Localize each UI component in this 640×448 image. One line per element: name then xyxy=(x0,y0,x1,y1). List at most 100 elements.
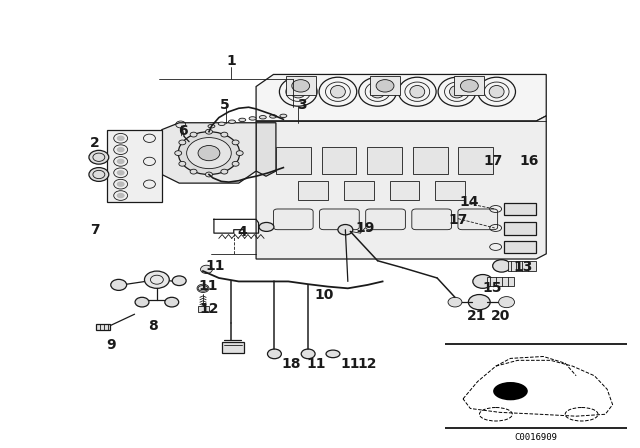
Circle shape xyxy=(116,170,125,176)
Text: 4: 4 xyxy=(238,225,248,239)
Bar xyxy=(486,276,514,286)
Circle shape xyxy=(205,129,212,134)
Bar xyxy=(504,241,536,253)
Bar xyxy=(286,76,316,95)
Bar xyxy=(222,342,244,353)
Circle shape xyxy=(89,168,109,181)
Circle shape xyxy=(165,297,179,307)
Text: 12: 12 xyxy=(358,357,378,371)
Text: 11: 11 xyxy=(307,357,326,371)
Circle shape xyxy=(190,169,197,174)
Ellipse shape xyxy=(249,117,256,120)
Text: 11: 11 xyxy=(198,279,218,293)
Bar xyxy=(344,181,374,200)
Circle shape xyxy=(473,275,493,289)
Circle shape xyxy=(221,132,228,137)
Bar xyxy=(504,222,536,234)
Circle shape xyxy=(200,265,212,273)
Ellipse shape xyxy=(259,116,266,119)
FancyBboxPatch shape xyxy=(412,209,451,230)
Circle shape xyxy=(232,161,239,166)
Polygon shape xyxy=(108,129,162,202)
Ellipse shape xyxy=(269,115,276,118)
Circle shape xyxy=(292,80,310,92)
Circle shape xyxy=(116,135,125,141)
Circle shape xyxy=(236,151,243,155)
Text: C0016909: C0016909 xyxy=(515,433,557,442)
Circle shape xyxy=(116,159,125,164)
Circle shape xyxy=(190,132,197,137)
Circle shape xyxy=(468,294,490,310)
Text: 10: 10 xyxy=(314,288,333,302)
Circle shape xyxy=(460,80,478,92)
Text: 7: 7 xyxy=(90,223,100,237)
Ellipse shape xyxy=(449,86,465,98)
FancyBboxPatch shape xyxy=(273,209,313,230)
Bar xyxy=(321,147,356,175)
Text: 5: 5 xyxy=(220,98,230,112)
Circle shape xyxy=(89,151,109,164)
Bar xyxy=(413,147,447,175)
Circle shape xyxy=(221,169,228,174)
Circle shape xyxy=(268,349,282,359)
Circle shape xyxy=(116,193,125,198)
Ellipse shape xyxy=(370,86,385,98)
Circle shape xyxy=(232,140,239,145)
FancyBboxPatch shape xyxy=(365,209,405,230)
Ellipse shape xyxy=(259,223,274,232)
Text: 17: 17 xyxy=(448,213,468,227)
Circle shape xyxy=(179,161,186,166)
Text: 17: 17 xyxy=(483,155,502,168)
Bar xyxy=(435,181,465,200)
FancyBboxPatch shape xyxy=(319,209,359,230)
Ellipse shape xyxy=(228,120,236,123)
Polygon shape xyxy=(256,123,276,176)
Text: 1: 1 xyxy=(227,54,236,69)
Text: 18: 18 xyxy=(281,357,301,371)
Polygon shape xyxy=(162,123,256,183)
Text: 12: 12 xyxy=(199,302,219,316)
Text: 14: 14 xyxy=(460,195,479,209)
Text: 11: 11 xyxy=(340,357,360,371)
Circle shape xyxy=(116,147,125,152)
Bar xyxy=(276,147,310,175)
Ellipse shape xyxy=(218,122,225,125)
Text: 11: 11 xyxy=(205,258,225,272)
Circle shape xyxy=(493,382,528,401)
Text: 8: 8 xyxy=(148,319,158,333)
Bar xyxy=(298,181,328,200)
Text: 3: 3 xyxy=(298,98,307,112)
Text: 13: 13 xyxy=(514,260,533,274)
Ellipse shape xyxy=(410,86,425,98)
Ellipse shape xyxy=(489,86,504,98)
Ellipse shape xyxy=(239,118,246,122)
Text: 2: 2 xyxy=(90,137,100,151)
Circle shape xyxy=(301,349,315,359)
Bar xyxy=(198,306,209,312)
Circle shape xyxy=(493,260,511,272)
Bar xyxy=(370,76,400,95)
Text: 21: 21 xyxy=(467,309,486,323)
Ellipse shape xyxy=(330,86,346,98)
Text: 16: 16 xyxy=(520,155,539,168)
Text: 15: 15 xyxy=(483,280,502,295)
Polygon shape xyxy=(256,116,547,259)
Circle shape xyxy=(197,284,209,293)
Circle shape xyxy=(338,224,353,235)
Text: 19: 19 xyxy=(355,221,375,235)
Circle shape xyxy=(376,80,394,92)
Bar xyxy=(367,147,402,175)
Ellipse shape xyxy=(280,114,287,117)
Circle shape xyxy=(111,280,127,290)
Bar xyxy=(390,181,419,200)
Circle shape xyxy=(448,297,462,307)
Ellipse shape xyxy=(326,350,340,358)
Circle shape xyxy=(179,140,186,145)
Circle shape xyxy=(178,132,240,174)
Circle shape xyxy=(175,151,182,155)
Text: 9: 9 xyxy=(106,338,116,352)
Ellipse shape xyxy=(291,86,306,98)
Circle shape xyxy=(135,297,149,307)
Bar xyxy=(504,203,536,215)
Circle shape xyxy=(172,276,186,285)
